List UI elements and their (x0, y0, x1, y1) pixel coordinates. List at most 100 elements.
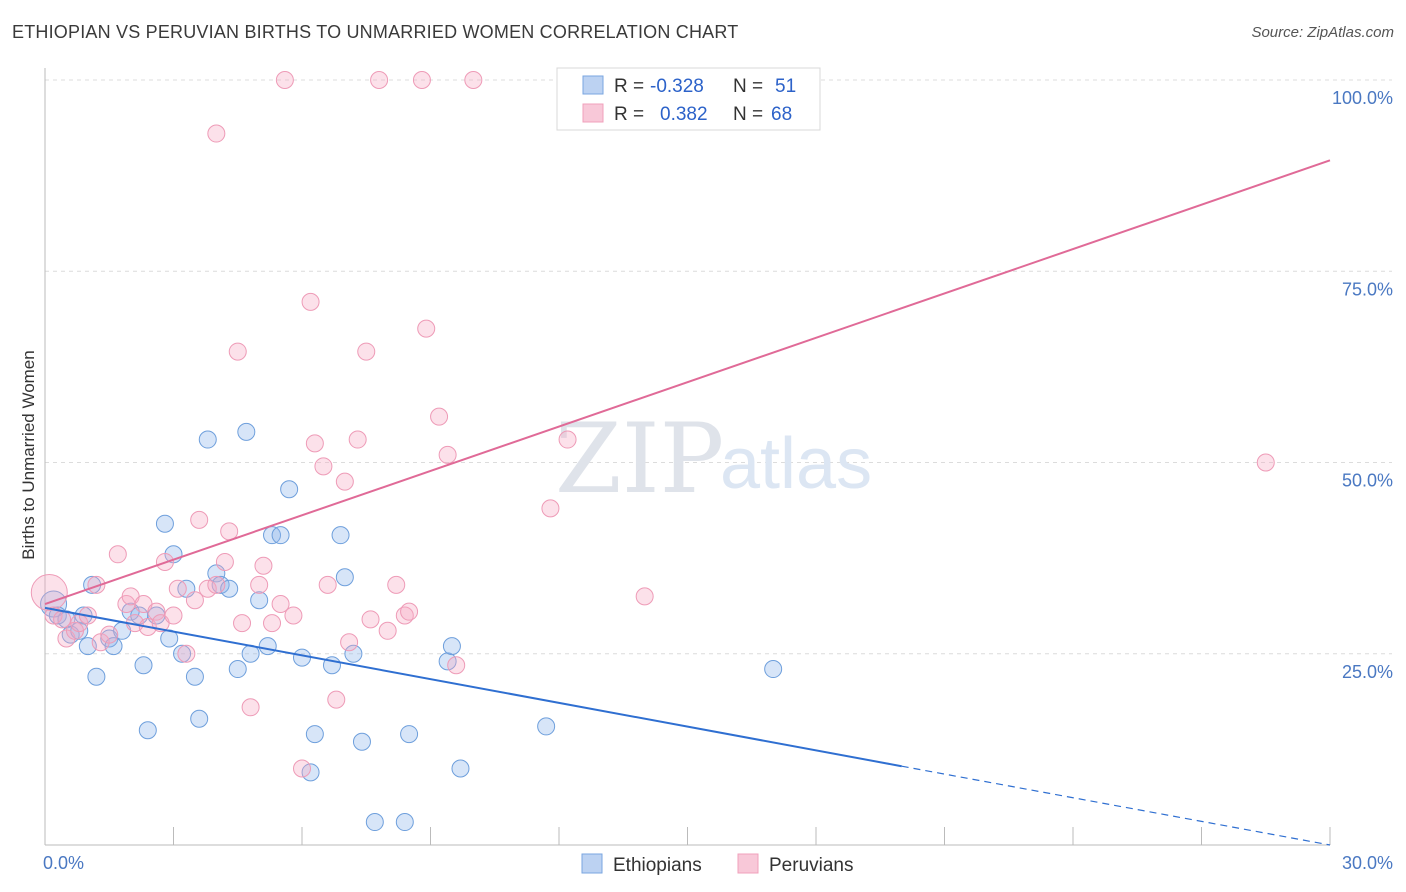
y-tick-label: 100.0% (1332, 88, 1393, 108)
point-peruvians (44, 606, 63, 625)
legend-top: R = -0.328 N = 51 R = 0.382 N = 68 (556, 67, 821, 131)
point-peruvians (263, 614, 282, 633)
point-peruvians (198, 579, 217, 598)
point-ethiopians (134, 656, 153, 675)
legend-r-label-1: R = (614, 76, 644, 97)
point-peruvians (301, 292, 320, 311)
point-ethiopians (138, 721, 157, 740)
point-peruvians (464, 71, 483, 89)
point-peruvians (447, 656, 466, 675)
point-peruvians (241, 698, 260, 717)
point-peruvians (340, 633, 359, 652)
point-peruvians (558, 430, 577, 449)
point-peruvians (190, 510, 209, 529)
point-peruvians (228, 342, 247, 361)
point-peruvians (207, 124, 226, 143)
point-peruvians (335, 472, 354, 491)
point-peruvians (430, 407, 449, 426)
point-peruvians (164, 606, 183, 625)
legend-swatch-peruvians (582, 103, 604, 123)
point-peruvians (250, 575, 269, 594)
point-ethiopians (228, 660, 247, 679)
point-ethiopians (442, 637, 461, 656)
x-tick-label: 0.0% (43, 853, 84, 873)
point-peruvians (168, 579, 187, 598)
point-peruvians (108, 545, 127, 564)
point-peruvians (412, 71, 431, 89)
point-peruvians (1256, 453, 1275, 472)
trend-line-ethiopians-extrapolated (901, 765, 1331, 846)
point-ethiopians (293, 648, 311, 667)
point-peruvians (147, 602, 166, 621)
point-peruvians (284, 606, 303, 625)
y-tick-labels: 25.0% 50.0% 75.0% 100.0% (1332, 88, 1393, 682)
chart-title: ETHIOPIAN VS PERUVIAN BIRTHS TO UNMARRIE… (12, 22, 739, 42)
point-ethiopians (87, 667, 106, 686)
legend-n-label-2: N = (733, 104, 763, 125)
point-peruvians (370, 71, 389, 89)
point-peruvians (541, 499, 560, 518)
trend-line-peruvians (44, 159, 1331, 605)
point-peruvians (318, 575, 337, 594)
y-tick-label: 75.0% (1342, 279, 1393, 299)
point-peruvians (220, 522, 239, 541)
legend-r-value-2: 0.382 (660, 104, 708, 125)
point-peruvians (314, 457, 333, 476)
point-peruvians (177, 644, 196, 663)
point-ethiopians (155, 514, 174, 533)
point-peruvians (185, 591, 204, 610)
point-ethiopians (305, 725, 324, 744)
point-peruvians (293, 759, 311, 778)
point-peruvians (348, 430, 367, 449)
watermark-zip: ZIP (555, 403, 724, 515)
point-peruvians (215, 552, 234, 571)
legend-swatch-ethiopians (582, 75, 604, 95)
point-ethiopians (537, 717, 556, 736)
legend-bottom: Ethiopians Peruvians (581, 853, 854, 876)
series-peruvians (30, 71, 1275, 778)
point-peruvians (30, 574, 68, 612)
point-ethiopians (400, 725, 419, 744)
point-ethiopians (451, 759, 470, 778)
point-peruvians (635, 587, 654, 606)
point-peruvians (327, 690, 346, 709)
legend-r-value-1: -0.328 (650, 76, 704, 97)
point-ethiopians (301, 763, 320, 782)
y-tick-label: 50.0% (1342, 471, 1393, 491)
point-peruvians (87, 575, 106, 594)
point-peruvians (271, 595, 290, 614)
bottom-legend-ethiopians: Ethiopians (613, 855, 702, 876)
y-axis-label: Births to Unmarried Women (19, 350, 38, 559)
point-ethiopians (335, 568, 354, 587)
point-peruvians (275, 71, 294, 89)
point-peruvians (207, 575, 226, 594)
trend-line-ethiopians (44, 606, 902, 768)
point-ethiopians (344, 644, 363, 663)
point-ethiopians (280, 480, 299, 499)
point-peruvians (438, 445, 457, 464)
trend-lines (44, 159, 1331, 846)
y-tick-label: 25.0% (1342, 662, 1393, 682)
bottom-legend-peruvians: Peruvians (769, 855, 854, 876)
point-ethiopians (173, 644, 192, 663)
point-ethiopians (395, 813, 414, 832)
point-ethiopians (198, 430, 217, 449)
axes (44, 68, 1331, 846)
point-peruvians (233, 614, 252, 633)
x-tick-labels: 0.0% 30.0% (43, 853, 1393, 873)
point-ethiopians (258, 637, 277, 656)
point-ethiopians (352, 732, 371, 751)
point-ethiopians (185, 667, 204, 686)
point-peruvians (100, 625, 119, 644)
legend-n-label-1: N = (733, 76, 763, 97)
point-ethiopians (250, 591, 269, 610)
legend-r-label-2: R = (614, 104, 644, 125)
watermark-atlas: atlas (720, 424, 872, 504)
point-ethiopians (190, 709, 209, 728)
point-ethiopians (237, 422, 256, 441)
watermark: ZIP atlas (555, 403, 872, 515)
grid-lines (45, 79, 1392, 655)
bottom-legend-swatch-peruvians (737, 853, 759, 874)
point-peruvians (417, 319, 436, 338)
